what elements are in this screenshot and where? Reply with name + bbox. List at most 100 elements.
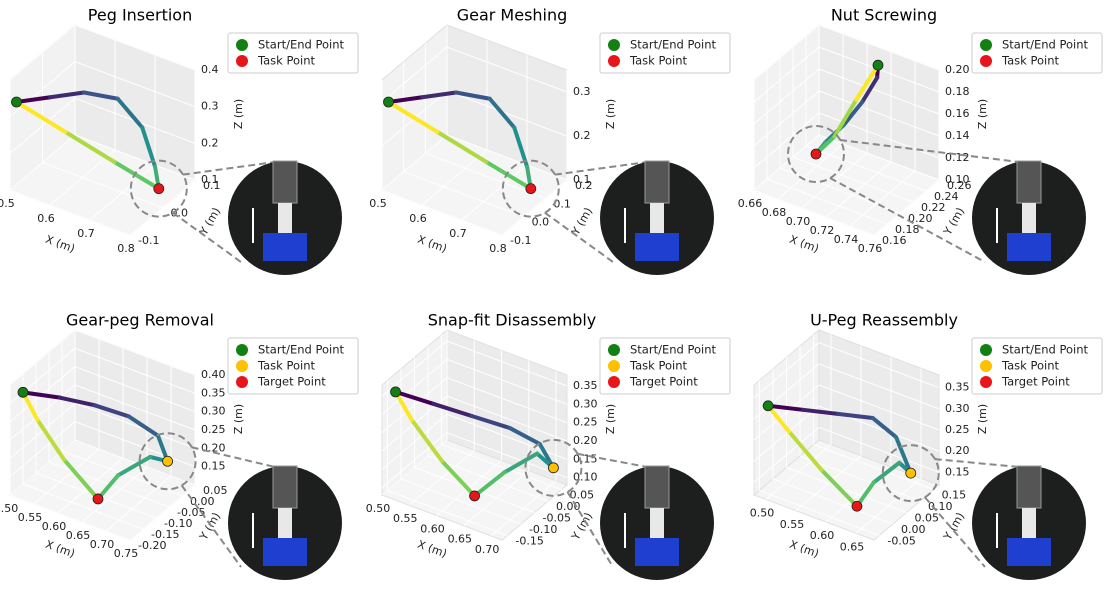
x-tick-label: 0.70 xyxy=(90,538,115,551)
zoom-arrow xyxy=(180,484,242,568)
z-tick-label: 0.30 xyxy=(573,397,598,410)
grid-line xyxy=(81,466,148,523)
grid-line xyxy=(446,46,568,93)
z-tick-label: 0.15 xyxy=(573,452,598,465)
key-point xyxy=(905,467,917,479)
trajectory-segment xyxy=(116,454,153,478)
grid-line xyxy=(813,444,934,491)
inset-gripper xyxy=(272,160,298,204)
y-tick-label: -0.15 xyxy=(151,528,179,541)
z-tick-label: 0.25 xyxy=(573,416,598,429)
y-tick-label: -0.1 xyxy=(138,234,159,247)
trajectory-segment xyxy=(431,401,474,418)
zoom-arrow xyxy=(182,161,276,176)
grid-line xyxy=(74,347,196,394)
trajectory-segment xyxy=(63,130,117,164)
legend-marker xyxy=(608,55,620,67)
legend-label: Task Point xyxy=(257,359,316,373)
y-tick-label: -0.05 xyxy=(177,506,205,519)
legend-label: Task Point xyxy=(629,54,688,68)
trajectory-segment xyxy=(35,417,66,462)
trajectory-segment xyxy=(786,429,824,472)
legend-label: Start/End Point xyxy=(1002,343,1089,357)
trajectory-segment xyxy=(439,458,477,498)
y-tick-label: -0.05 xyxy=(543,512,571,525)
legend-marker xyxy=(236,39,248,51)
inset-gripper xyxy=(644,160,670,204)
legend-marker xyxy=(608,376,620,388)
y-tick-label: -0.20 xyxy=(138,539,166,552)
z-tick-label: 0.25 xyxy=(945,423,970,436)
trajectory-segment xyxy=(766,403,791,434)
inset-part xyxy=(650,508,664,540)
z-axis-label: Z (m) xyxy=(232,404,245,434)
y-tick-label: -0.05 xyxy=(887,534,915,547)
y-tick-label: -0.10 xyxy=(529,523,557,536)
key-point xyxy=(11,96,22,108)
z-tick-label: 0.1 xyxy=(201,173,219,186)
grid-line xyxy=(9,421,76,478)
grid-line xyxy=(461,164,528,221)
inset-base xyxy=(263,233,307,261)
trajectory-segment xyxy=(800,407,840,416)
legend-label: Start/End Point xyxy=(1002,38,1089,52)
y-tick-label: 0.05 xyxy=(915,512,940,525)
trajectory-segment xyxy=(854,63,880,102)
x-tick-label: 0.50 xyxy=(366,502,391,515)
x-tick-label: 0.68 xyxy=(762,206,787,219)
trajectory-segment xyxy=(393,389,436,406)
grid-line xyxy=(9,439,76,496)
grid-line xyxy=(42,162,163,208)
key-point xyxy=(92,493,104,505)
x-axis-label: X (m) xyxy=(416,233,449,256)
zoom-arrow xyxy=(554,161,648,176)
chart-title: Gear Meshing xyxy=(457,6,568,25)
grid-line xyxy=(421,149,488,206)
x-tick-label: 0.5 xyxy=(0,197,15,210)
grid-line xyxy=(818,363,940,410)
grid-line xyxy=(74,366,196,413)
panel: Snap-fit Disassembly 0.500.550.600.650.70… xyxy=(366,311,731,580)
grid-line xyxy=(9,134,76,191)
grid-line xyxy=(74,402,196,449)
z-axis-label: Z (m) xyxy=(976,404,989,434)
grid-line xyxy=(818,134,940,181)
inset-gripper xyxy=(644,465,670,509)
trajectory-segment xyxy=(472,470,507,498)
grid-line xyxy=(873,179,940,236)
grid-line xyxy=(446,377,568,424)
grid-line xyxy=(74,329,196,376)
key-point xyxy=(810,148,822,160)
zoom-arrow xyxy=(839,139,1020,163)
x-tick-label: 0.70 xyxy=(475,543,500,556)
z-tick-label: 0.3 xyxy=(201,100,219,113)
grid-line xyxy=(74,24,196,71)
legend-marker xyxy=(608,39,620,51)
x-tick-label: 0.75 xyxy=(114,547,139,560)
key-point xyxy=(548,462,559,474)
inset-gripper xyxy=(1016,465,1042,509)
legend-label: Target Point xyxy=(629,375,698,389)
grid-line xyxy=(446,340,568,387)
inset-base xyxy=(263,538,307,566)
x-tick-label: 0.65 xyxy=(840,540,865,553)
panel: Nut Screwing0.660.680.700.720.740.760.16… xyxy=(738,6,1103,275)
grid-line xyxy=(403,171,524,218)
inset-gripper xyxy=(272,465,298,509)
grid-line xyxy=(446,358,568,405)
key-point xyxy=(762,400,774,412)
trajectory-segment xyxy=(507,426,542,447)
legend-marker xyxy=(236,344,248,356)
trajectory-segment xyxy=(870,415,899,440)
inset-part xyxy=(278,203,292,235)
y-tick-label: -0.15 xyxy=(515,534,543,547)
trajectory-segment xyxy=(21,390,62,400)
legend-label: Target Point xyxy=(1001,375,1070,389)
grid-line xyxy=(818,24,940,71)
trajectory-segment xyxy=(14,100,68,134)
legend-label: Start/End Point xyxy=(630,343,717,357)
legend-label: Task Point xyxy=(1001,359,1060,373)
legend-label: Start/End Point xyxy=(258,343,345,357)
z-tick-label: 0.12 xyxy=(945,151,970,164)
grid-line xyxy=(9,329,76,386)
